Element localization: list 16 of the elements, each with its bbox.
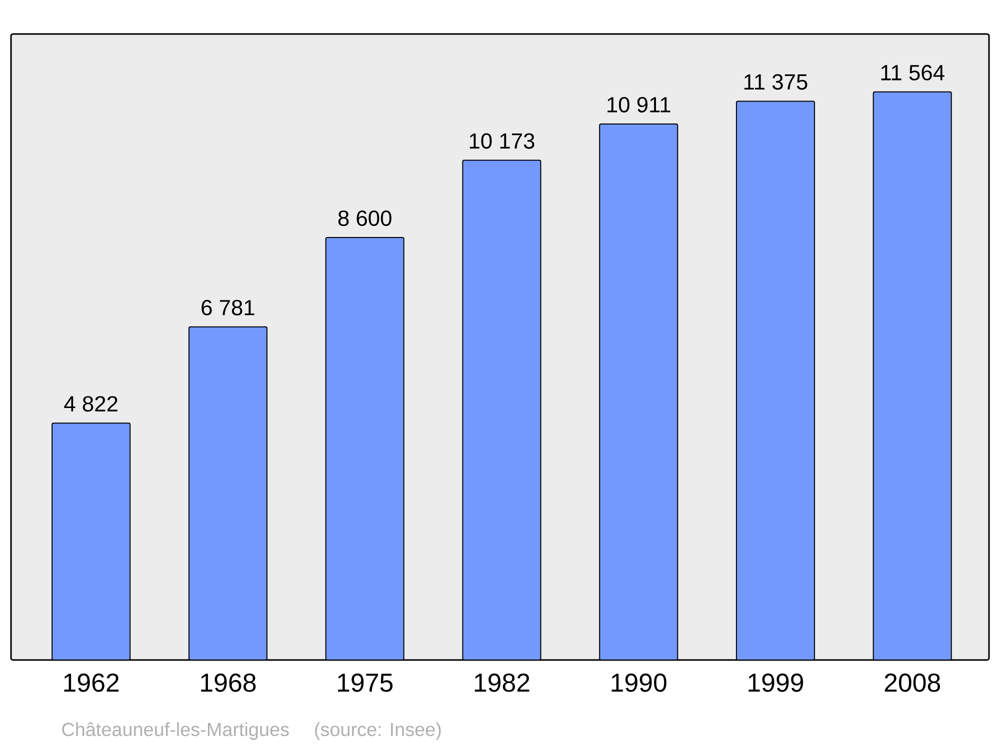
data-label: 11 564: [881, 64, 944, 80]
data-label: 10 911: [608, 96, 670, 112]
data-label: 10 173: [470, 133, 534, 149]
x-tick-label: 1962: [64, 674, 119, 692]
x-tick-label: 1999: [748, 674, 804, 692]
x-tick-label: 1990: [612, 674, 666, 692]
x-tick-label: 2008: [884, 674, 940, 692]
x-tick-label: 1982: [474, 674, 530, 692]
data-label: 6 781: [202, 300, 254, 316]
data-label: 4 822: [64, 396, 118, 412]
x-tick-label: 1975: [338, 674, 393, 692]
text: Châteauneuf-les-Martigues: [62, 722, 289, 740]
text: (source: Insee): [315, 722, 441, 740]
data-label: 8 600: [338, 210, 392, 226]
data-label: 11 375: [744, 74, 808, 90]
x-tick-label: 1968: [201, 674, 256, 692]
